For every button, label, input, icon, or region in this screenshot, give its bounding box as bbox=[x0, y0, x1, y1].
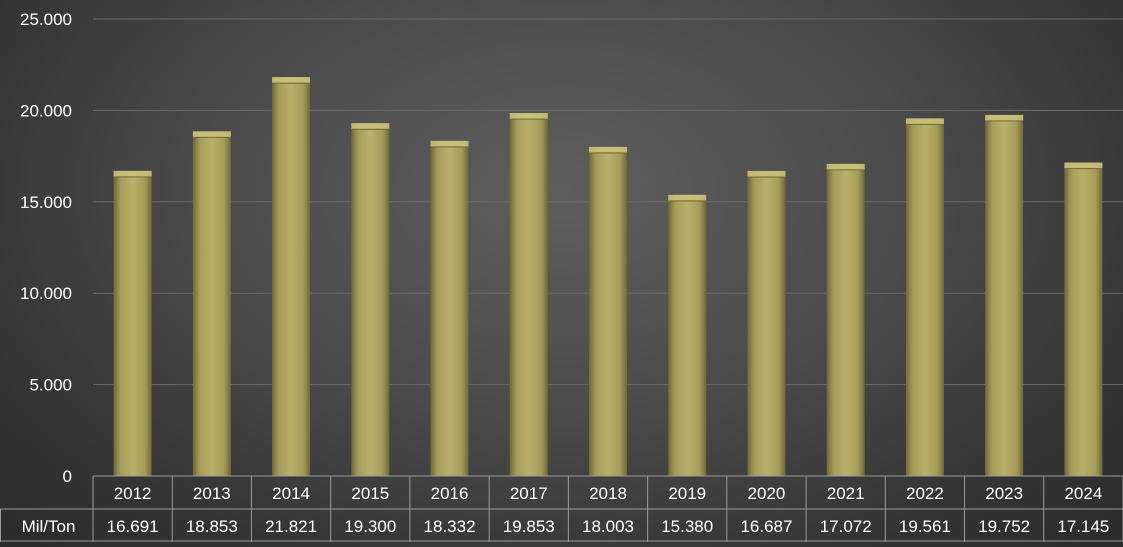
bar bbox=[509, 113, 548, 476]
data-value-label: 17.145 bbox=[1057, 517, 1109, 536]
category-label: 2019 bbox=[668, 484, 706, 503]
bar bbox=[589, 146, 627, 477]
bar bbox=[430, 140, 469, 476]
data-value-label: 18.332 bbox=[424, 517, 476, 536]
category-label: 2018 bbox=[589, 484, 627, 503]
category-label: 2017 bbox=[510, 484, 548, 503]
y-tick-label: 10.000 bbox=[20, 284, 72, 303]
category-label: 2023 bbox=[985, 484, 1023, 503]
y-tick-label: 0 bbox=[63, 467, 72, 486]
bar bbox=[113, 170, 152, 476]
data-value-label: 21.821 bbox=[265, 517, 317, 536]
data-value-label: 18.853 bbox=[186, 517, 238, 536]
data-value-label: 17.072 bbox=[820, 517, 872, 536]
data-value-label: 16.687 bbox=[740, 517, 792, 536]
data-value-label: 18.003 bbox=[582, 517, 634, 536]
bar bbox=[747, 170, 786, 476]
bar bbox=[351, 123, 390, 477]
category-label: 2020 bbox=[748, 484, 786, 503]
category-label: 2016 bbox=[431, 484, 469, 503]
series-name-label: Mil/Ton bbox=[22, 517, 76, 536]
bar bbox=[272, 77, 311, 476]
data-value-label: 19.561 bbox=[899, 517, 951, 536]
data-value-label: 19.853 bbox=[503, 517, 555, 536]
y-tick-label: 20.000 bbox=[20, 101, 72, 120]
data-table: 2012 2013 2014 2015 2016 2017 2018 2019 2020 2021… bbox=[0, 475, 1123, 542]
category-label: 2012 bbox=[114, 484, 152, 503]
bar bbox=[668, 194, 707, 476]
category-label: 2021 bbox=[827, 484, 865, 503]
y-axis-tick-labels: 0 5.000 10.000 15.000 20.000 25.000 bbox=[20, 10, 72, 486]
bar bbox=[985, 114, 1024, 476]
data-value-label: 16.691 bbox=[107, 517, 159, 536]
y-tick-label: 25.000 bbox=[20, 10, 72, 29]
bar bbox=[192, 131, 231, 476]
bar bbox=[826, 163, 865, 477]
bar bbox=[1064, 162, 1103, 476]
category-label: 2024 bbox=[1064, 484, 1102, 503]
category-label: 2022 bbox=[906, 484, 944, 503]
data-value-label: 15.380 bbox=[661, 517, 713, 536]
category-label: 2014 bbox=[272, 484, 310, 503]
y-tick-label: 15.000 bbox=[20, 193, 72, 212]
y-tick-label: 5.000 bbox=[29, 376, 72, 395]
bars bbox=[113, 77, 1103, 477]
category-label: 2015 bbox=[351, 484, 389, 503]
data-value-label: 19.300 bbox=[344, 517, 396, 536]
data-value-label: 19.752 bbox=[978, 517, 1030, 536]
category-label: 2013 bbox=[193, 484, 231, 503]
bar bbox=[905, 118, 944, 476]
